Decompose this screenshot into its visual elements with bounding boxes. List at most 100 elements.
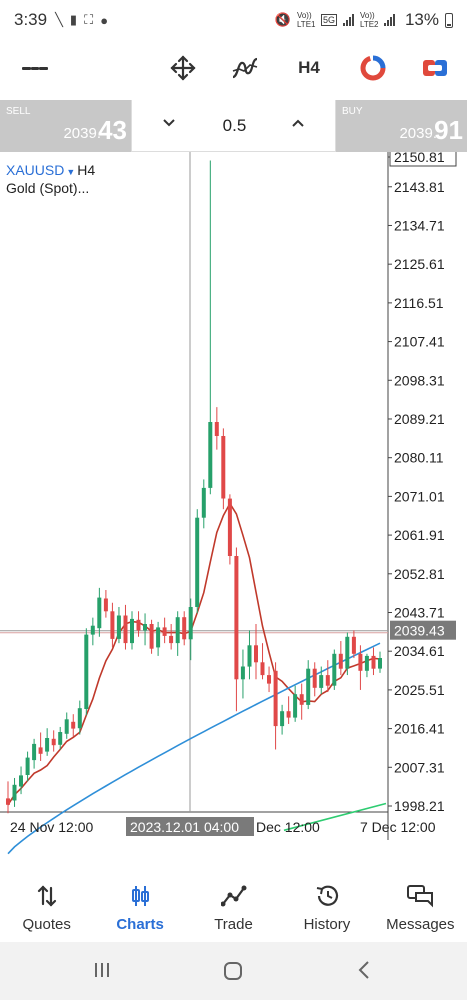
candle-body: [267, 675, 271, 684]
buy-button[interactable]: BUY 2039. 91: [336, 100, 467, 152]
candle-body: [51, 738, 56, 746]
candle-body: [378, 658, 382, 669]
price-tick-label: 1998.21: [394, 798, 445, 814]
candle-body: [201, 487, 206, 518]
volume-increase-button[interactable]: [289, 114, 307, 137]
candle-body: [97, 597, 102, 629]
candle-body: [175, 617, 180, 644]
candle-body: [221, 436, 226, 499]
price-tick-label: 2150.81: [394, 152, 445, 165]
price-tick-label: 2107.41: [394, 334, 445, 350]
candle-body: [260, 662, 265, 676]
candles-icon: [132, 886, 150, 906]
nav-trade[interactable]: Trade: [187, 868, 280, 942]
price-tick-label: 2098.31: [394, 372, 445, 388]
time-label: Dec 12:00: [256, 819, 320, 835]
high-price-box: [389, 152, 457, 167]
battery-icon: [445, 12, 453, 28]
candle-body: [123, 615, 128, 644]
system-navigation: [0, 942, 467, 1000]
chart-timeframe-label: H4: [77, 162, 96, 178]
price-tick-label: 2134.71: [394, 217, 445, 233]
battery-label: 13%: [404, 10, 439, 29]
candle-body: [77, 708, 82, 729]
candle-body: [195, 517, 200, 607]
nav-quotes[interactable]: Quotes: [0, 868, 93, 942]
back-icon[interactable]: [356, 960, 372, 985]
price-tick-label: 2016.41: [394, 721, 445, 737]
nav-charts-label: Charts: [116, 916, 164, 933]
dot-icon: ●: [100, 12, 109, 28]
candle-body: [84, 634, 89, 709]
candle-body: [130, 618, 134, 644]
signal-slash-icon: ╲: [55, 12, 63, 27]
candle-body: [247, 645, 252, 667]
current-price-label: 2039.43: [394, 623, 445, 639]
candle-body: [208, 422, 213, 488]
chevron-down-icon: [163, 119, 175, 127]
menu-icon[interactable]: [22, 50, 49, 86]
candle-body: [90, 625, 95, 635]
battery-saver-icon: ▮: [69, 12, 78, 27]
chart-canvas[interactable]: 2150.81 2143.81 2134.71 2125.61 2116.51 2107.…: [0, 152, 467, 868]
network-2-label: Vo)) LTE2: [359, 11, 379, 29]
ma-long-line: [283, 802, 387, 832]
candle-body: [45, 738, 50, 752]
candle-body: [214, 422, 219, 436]
candle-body: [234, 556, 239, 680]
nav-history[interactable]: History: [280, 868, 373, 942]
candle-body: [306, 668, 311, 705]
nav-quotes-label: Quotes: [22, 916, 71, 933]
nav-trade-label: Trade: [214, 916, 253, 933]
price-tick-label: 2071.01: [394, 488, 445, 504]
candle-body: [351, 636, 356, 654]
volume-decrease-button[interactable]: [160, 114, 178, 137]
price-chart[interactable]: 2150.81 2143.81 2134.71 2125.61 2116.51 2107.…: [0, 152, 467, 868]
price-tick-label: 2116.51: [394, 295, 444, 311]
status-right: 🔇 Vo)) LTE1 5G Vo)) LTE2 13%: [275, 10, 453, 30]
price-tick-label: 2061.91: [394, 527, 445, 543]
candle-body: [364, 655, 369, 671]
candle-body: [169, 635, 174, 644]
current-price-tag: [390, 620, 456, 640]
deal-icon[interactable]: [418, 50, 452, 86]
quotes-arrows-icon: [37, 885, 56, 907]
candle-body: [280, 711, 285, 727]
price-tick-label: 2089.21: [394, 411, 445, 427]
symbol-header[interactable]: XAUUSD ▼ H4: [6, 162, 95, 178]
trade-trend-icon: [220, 885, 247, 907]
trade-panel: SELL 2039. 43 0.5 BUY 2039. 91: [0, 100, 467, 152]
price-tick-label: 2080.11: [394, 450, 444, 466]
candle-body: [325, 675, 330, 686]
candle-body: [12, 784, 17, 801]
nav-messages[interactable]: Messages: [374, 868, 467, 942]
candle-body: [143, 624, 147, 631]
candle-body: [227, 498, 232, 556]
price-tick-label: 2034.61: [394, 643, 445, 659]
crosshair-move-icon[interactable]: [166, 50, 200, 86]
home-icon[interactable]: [222, 960, 244, 987]
candle-body: [188, 607, 193, 640]
instrument-name: Gold (Spot)...: [6, 180, 90, 196]
chevron-up-icon: [292, 119, 304, 127]
candle-body: [182, 617, 187, 640]
candle-body: [149, 624, 154, 649]
dropdown-triangle-icon: ▼: [66, 167, 76, 177]
sell-button[interactable]: SELL 2039. 43: [0, 100, 131, 152]
candle-body: [240, 666, 245, 680]
ma-fast-line: [7, 502, 381, 806]
candle-body: [156, 627, 161, 648]
candle-body: [345, 636, 350, 669]
nav-charts[interactable]: Charts: [93, 868, 186, 942]
candle-body: [319, 675, 324, 688]
price-tick-label: 2143.81: [394, 179, 445, 195]
recent-apps-icon[interactable]: [92, 960, 112, 985]
volume-value[interactable]: 0.5: [222, 116, 247, 135]
indicators-icon[interactable]: [228, 50, 262, 86]
price-tick-label: 2025.51: [394, 682, 445, 698]
price-tick-label: 2125.61: [394, 256, 445, 272]
timeframe-button[interactable]: H4: [292, 50, 326, 86]
candle-body: [162, 627, 167, 636]
candle-body: [254, 645, 258, 663]
one-click-trading-icon[interactable]: [356, 50, 390, 86]
